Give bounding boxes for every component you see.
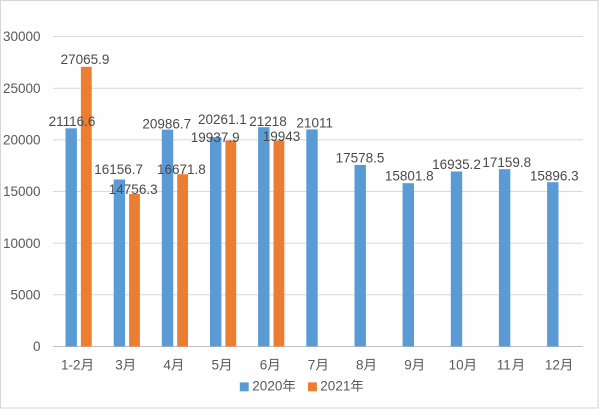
svg-text:10000: 10000: [3, 236, 41, 251]
svg-text:8: 8: [356, 358, 364, 373]
svg-text:3: 3: [115, 358, 123, 373]
svg-text:10: 10: [449, 358, 464, 373]
svg-text:27065.9: 27065.9: [61, 52, 110, 67]
svg-text:2020: 2020: [252, 379, 282, 394]
svg-text:19937.9: 19937.9: [191, 130, 240, 145]
svg-text:5: 5: [212, 358, 220, 373]
svg-text:17578.5: 17578.5: [336, 150, 385, 165]
svg-text:21011: 21011: [296, 116, 333, 131]
svg-text:16671.8: 16671.8: [157, 162, 206, 177]
svg-text:21116.6: 21116.6: [49, 114, 96, 129]
svg-text:5000: 5000: [10, 287, 40, 302]
svg-text:20261.1: 20261.1: [198, 112, 247, 127]
svg-text:11: 11: [497, 358, 511, 373]
svg-text:1-2: 1-2: [61, 358, 81, 373]
svg-text:19943: 19943: [263, 129, 301, 144]
svg-text:7: 7: [308, 358, 316, 373]
svg-text:16935.2: 16935.2: [432, 157, 481, 172]
svg-text:17159.8: 17159.8: [482, 155, 531, 170]
svg-text:21218: 21218: [249, 114, 287, 129]
svg-text:15896.3: 15896.3: [530, 169, 579, 184]
svg-text:20000: 20000: [3, 132, 41, 147]
svg-text:0: 0: [33, 339, 41, 354]
svg-text:6: 6: [260, 358, 268, 373]
svg-text:30000: 30000: [3, 29, 41, 44]
svg-text:15801.8: 15801.8: [385, 168, 434, 183]
svg-text:16156.7: 16156.7: [94, 162, 143, 177]
svg-text:4: 4: [163, 358, 171, 373]
svg-text:2021: 2021: [320, 379, 350, 394]
svg-text:25000: 25000: [3, 81, 41, 96]
svg-text:12: 12: [545, 358, 560, 373]
svg-text:14756.3: 14756.3: [109, 182, 158, 197]
svg-text:15000: 15000: [3, 184, 41, 199]
svg-text:9: 9: [404, 358, 412, 373]
svg-text:20986.7: 20986.7: [142, 116, 191, 131]
